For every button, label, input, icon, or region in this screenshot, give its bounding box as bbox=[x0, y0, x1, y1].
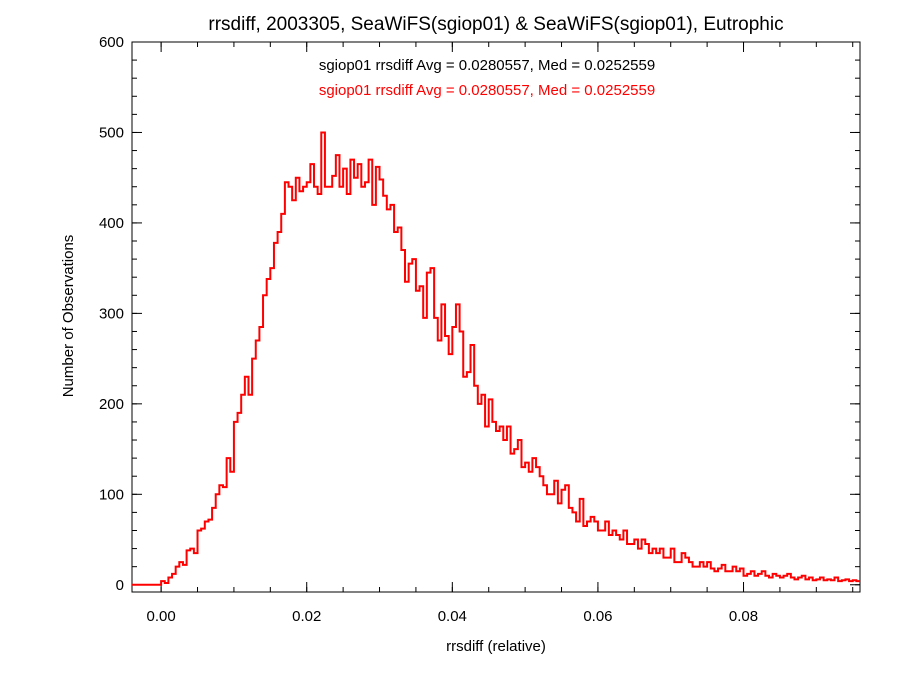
y-tick-label: 500 bbox=[99, 124, 124, 141]
x-tick-label: 0.04 bbox=[438, 608, 467, 625]
y-tick-label: 100 bbox=[99, 486, 124, 503]
y-tick-label: 600 bbox=[99, 34, 124, 51]
y-tick-label: 400 bbox=[99, 215, 124, 232]
annotation-red: sgiop01 rrsdiff Avg = 0.0280557, Med = 0… bbox=[319, 82, 655, 99]
x-tick-label: 0.02 bbox=[292, 608, 321, 625]
y-axis-label: Number of Observations bbox=[60, 235, 77, 398]
x-tick-label: 0.06 bbox=[583, 608, 612, 625]
x-tick-label: 0.00 bbox=[147, 608, 176, 625]
y-tick-label: 300 bbox=[99, 305, 124, 322]
x-tick-label: 0.08 bbox=[729, 608, 758, 625]
plot-frame bbox=[131, 41, 861, 593]
y-tick-label: 200 bbox=[99, 396, 124, 413]
histogram-series-line bbox=[132, 131, 860, 586]
chart-title: rrsdiff, 2003305, SeaWiFS(sgiop01) & Sea… bbox=[208, 14, 783, 35]
x-axis-label: rrsdiff (relative) bbox=[446, 638, 546, 655]
y-tick-label: 0 bbox=[116, 577, 124, 594]
plot-area: 0.00 0.02 0.04 0.06 0.08 0 100 200 300 400 500 600 bbox=[99, 34, 861, 625]
annotation-black: sgiop01 rrsdiff Avg = 0.0280557, Med = 0… bbox=[319, 57, 655, 74]
